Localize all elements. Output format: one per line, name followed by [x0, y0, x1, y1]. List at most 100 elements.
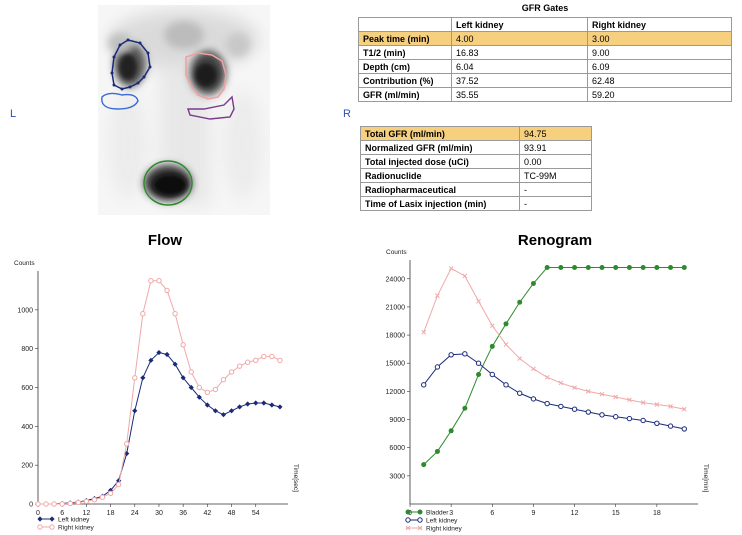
data-point	[204, 389, 211, 396]
data-point	[517, 299, 523, 305]
table-row: Total GFR (ml/min) 94.75	[360, 126, 592, 141]
data-point	[599, 412, 605, 418]
data-point	[640, 400, 646, 405]
data-point	[277, 404, 283, 410]
data-point	[148, 278, 154, 284]
data-point	[626, 415, 633, 422]
table-row: Depth (cm) 6.04 6.09	[358, 59, 732, 74]
data-point	[228, 408, 235, 414]
data-point	[236, 363, 243, 369]
data-point	[421, 462, 427, 468]
x-tick-label: 0	[408, 510, 412, 517]
data-point	[435, 293, 440, 299]
data-point	[196, 384, 202, 391]
data-point	[132, 408, 138, 414]
legend-entry: Left kidney	[405, 517, 458, 525]
data-point	[59, 501, 65, 507]
data-point	[599, 391, 605, 397]
data-point	[220, 412, 227, 418]
right-kidney-value: 3.00	[587, 31, 732, 46]
gfr-summary-table: Total GFR (ml/min) 94.75 Normalized GFR …	[360, 126, 592, 211]
right-background-roi	[187, 95, 235, 120]
x-tick-label: 12	[82, 510, 90, 517]
summary-label: Time of Lasix injection (min)	[360, 196, 520, 211]
renogram-chart-title: Renogram	[517, 232, 593, 249]
column-header	[358, 17, 452, 32]
data-point	[188, 369, 194, 375]
data-point	[599, 265, 605, 271]
x-tick-label: 48	[228, 510, 236, 517]
summary-label: Total injected dose (uCi)	[360, 154, 520, 169]
y-axis-label: Counts	[386, 249, 407, 256]
right-kidney-roi	[185, 52, 227, 100]
left-kidney-value: 6.04	[451, 59, 588, 74]
x-tick-label: 6	[490, 510, 494, 517]
data-point	[613, 414, 619, 420]
data-point	[475, 360, 482, 366]
data-point	[681, 265, 687, 271]
data-point	[489, 323, 495, 329]
left-background-roi	[101, 92, 139, 110]
left-side-label: L	[10, 108, 17, 120]
data-point	[212, 408, 219, 414]
table-row: Normalized GFR (ml/min) 93.91	[360, 140, 592, 155]
data-point	[544, 265, 550, 271]
data-point	[503, 321, 509, 327]
data-point	[51, 501, 57, 507]
data-point	[544, 374, 550, 380]
y-tick-label: 400	[21, 424, 33, 431]
data-point	[67, 500, 73, 507]
right-kidney-value: 62.48	[587, 73, 732, 88]
data-point	[476, 298, 481, 304]
summary-value: 94.75	[519, 126, 592, 141]
y-tick-label: 6000	[389, 445, 405, 452]
data-point	[627, 397, 632, 403]
x-tick-label: 15	[612, 510, 620, 517]
y-tick-label: 18000	[386, 333, 406, 340]
y-tick-label: 9000	[389, 417, 405, 424]
data-point	[654, 420, 660, 426]
series-line	[38, 280, 281, 505]
bladder-roi	[143, 160, 193, 206]
data-point	[530, 280, 536, 286]
y-tick-label: 200	[21, 463, 33, 470]
y-tick-label: 600	[21, 385, 33, 392]
table-row: Radionuclide TC-99M	[360, 168, 592, 183]
legend-marker	[37, 516, 43, 522]
data-point	[462, 405, 468, 411]
data-point	[269, 402, 275, 408]
right-side-label: R	[343, 108, 351, 120]
series-line	[423, 353, 685, 430]
legend-label: Left kidney	[426, 518, 458, 525]
data-point	[253, 357, 259, 364]
data-point	[654, 402, 660, 407]
data-point	[124, 441, 130, 447]
data-point	[434, 364, 441, 370]
column-header: Right kidney	[587, 17, 732, 32]
legend-entry: Bladder	[405, 509, 449, 517]
data-point	[572, 385, 577, 390]
legend-marker	[405, 509, 411, 515]
table-row: Total injected dose (uCi) 0.00	[360, 154, 592, 169]
data-point	[585, 389, 591, 394]
summary-label: Total GFR (ml/min)	[360, 126, 520, 141]
data-point	[531, 366, 536, 372]
data-point	[558, 265, 564, 271]
series-right-kidney	[35, 278, 283, 507]
legend-label: Left kidney	[58, 517, 90, 524]
right-kidney-value: 9.00	[587, 45, 732, 60]
data-point	[83, 498, 90, 504]
summary-value: 93.91	[519, 140, 592, 155]
x-tick-label: 18	[653, 510, 661, 517]
data-point	[261, 353, 267, 360]
table-row: GFR (ml/min) 35.55 59.20	[358, 87, 732, 102]
y-tick-label: 0	[29, 502, 33, 509]
data-point	[544, 400, 550, 407]
row-label: Peak time (min)	[358, 31, 452, 46]
data-point	[35, 501, 41, 507]
data-point	[115, 481, 122, 488]
legend-marker	[417, 509, 423, 515]
data-point	[75, 499, 82, 506]
series-line	[423, 267, 685, 465]
data-point	[462, 351, 468, 357]
